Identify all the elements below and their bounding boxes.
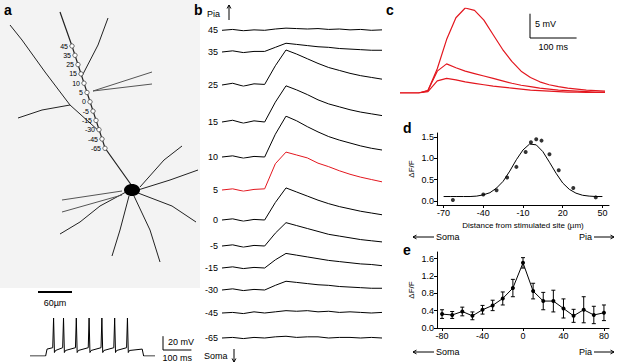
svg-text:-70: -70 — [437, 208, 450, 218]
svg-text:-65: -65 — [91, 145, 101, 152]
svg-text:0: 0 — [520, 331, 525, 341]
svg-text:80: 80 — [599, 331, 609, 341]
svg-text:5: 5 — [213, 185, 218, 195]
svg-text:e: e — [403, 242, 411, 258]
svg-text:ΔF/F: ΔF/F — [407, 281, 416, 298]
svg-text:10: 10 — [72, 80, 80, 87]
svg-text:Pia: Pia — [579, 232, 592, 242]
svg-text:35: 35 — [208, 47, 218, 57]
svg-text:5: 5 — [79, 89, 83, 96]
svg-text:-45: -45 — [205, 308, 218, 318]
svg-text:0.0: 0.0 — [421, 323, 434, 333]
svg-text:-40: -40 — [477, 208, 490, 218]
svg-text:25: 25 — [208, 80, 218, 90]
svg-text:50: 50 — [597, 208, 607, 218]
svg-text:-10: -10 — [516, 208, 529, 218]
svg-text:60µm: 60µm — [44, 298, 67, 308]
svg-text:-5: -5 — [210, 241, 218, 251]
svg-text:-40: -40 — [476, 331, 489, 341]
svg-text:0.0: 0.0 — [421, 196, 434, 206]
svg-text:100 ms: 100 ms — [162, 353, 192, 363]
svg-text:1.2: 1.2 — [421, 271, 434, 281]
svg-text:a: a — [4, 2, 12, 18]
svg-text:100 ms: 100 ms — [539, 42, 569, 52]
svg-text:5 mV: 5 mV — [535, 19, 556, 29]
svg-text:-30: -30 — [205, 285, 218, 295]
svg-text:0.5: 0.5 — [421, 175, 434, 185]
svg-text:20 mV: 20 mV — [168, 337, 194, 347]
svg-text:15: 15 — [69, 70, 77, 77]
svg-text:-80: -80 — [436, 331, 449, 341]
svg-text:25: 25 — [66, 61, 74, 68]
svg-text:Pia: Pia — [207, 9, 220, 19]
svg-text:1.0: 1.0 — [421, 153, 434, 163]
svg-text:20: 20 — [558, 208, 568, 218]
svg-text:Soma: Soma — [436, 232, 460, 242]
svg-text:0.8: 0.8 — [421, 288, 434, 298]
svg-text:b: b — [194, 2, 203, 18]
svg-text:40: 40 — [558, 331, 568, 341]
svg-text:Soma: Soma — [204, 351, 228, 361]
svg-text:-15: -15 — [82, 117, 92, 124]
svg-text:-5: -5 — [83, 108, 89, 115]
svg-text:Pia: Pia — [579, 347, 592, 357]
svg-text:-65: -65 — [205, 333, 218, 343]
svg-text:45: 45 — [60, 43, 68, 50]
svg-text:15: 15 — [208, 117, 218, 127]
svg-text:1.6: 1.6 — [421, 254, 434, 264]
svg-text:45: 45 — [208, 25, 218, 35]
svg-text:0: 0 — [213, 215, 218, 225]
svg-text:Soma: Soma — [436, 347, 460, 357]
svg-text:0.4: 0.4 — [421, 306, 434, 316]
svg-text:-15: -15 — [205, 263, 218, 273]
svg-text:0: 0 — [82, 98, 86, 105]
svg-text:Distance from stimulated site: Distance from stimulated site (µm) — [462, 221, 584, 230]
svg-text:ΔF/F: ΔF/F — [407, 160, 416, 177]
svg-text:-45: -45 — [88, 136, 98, 143]
svg-text:35: 35 — [63, 52, 71, 59]
svg-text:c: c — [386, 2, 394, 18]
svg-text:1.5: 1.5 — [421, 132, 434, 142]
svg-text:10: 10 — [208, 152, 218, 162]
svg-text:-30: -30 — [85, 126, 95, 133]
svg-text:d: d — [403, 120, 412, 136]
